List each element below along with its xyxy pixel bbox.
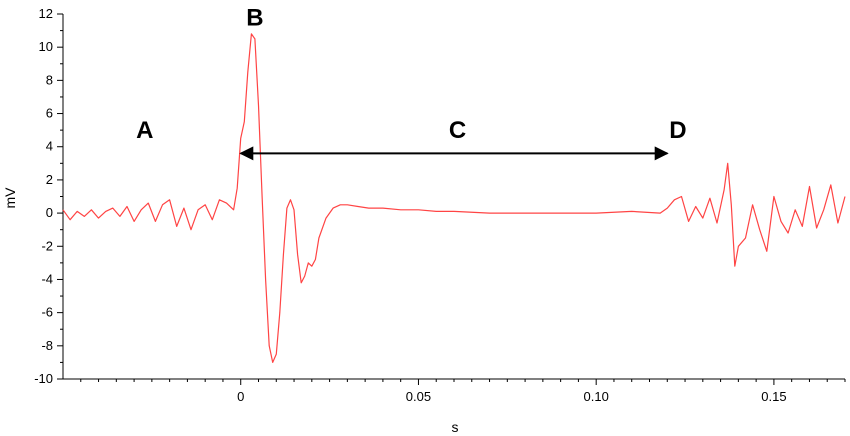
annotation-label-c: C <box>449 117 466 144</box>
x-axis-title: s <box>452 419 459 435</box>
y-tick-label: -2 <box>41 238 53 253</box>
annotation-label-a: A <box>136 117 153 144</box>
x-tick-label: 0.05 <box>406 389 431 404</box>
y-tick-label: 2 <box>46 172 53 187</box>
y-tick-label: 8 <box>46 72 53 87</box>
y-tick-label: 6 <box>46 106 53 121</box>
x-tick-label: 0.15 <box>761 389 786 404</box>
y-tick-label: 0 <box>46 205 53 220</box>
annotation-label-b: B <box>246 4 263 31</box>
annotation-label-d: D <box>669 117 686 144</box>
y-tick-label: -6 <box>41 305 53 320</box>
y-tick-label: 4 <box>46 139 53 154</box>
y-tick-label: -4 <box>41 271 53 286</box>
y-tick-label: 12 <box>39 6 53 21</box>
y-axis-title: mV <box>2 187 18 209</box>
x-tick-label: 0 <box>237 389 244 404</box>
y-tick-label: 10 <box>39 39 53 54</box>
y-tick-label: -10 <box>34 371 53 386</box>
y-tick-label: -8 <box>41 338 53 353</box>
x-tick-label: 0.10 <box>584 389 609 404</box>
signal-line <box>62 33 846 363</box>
